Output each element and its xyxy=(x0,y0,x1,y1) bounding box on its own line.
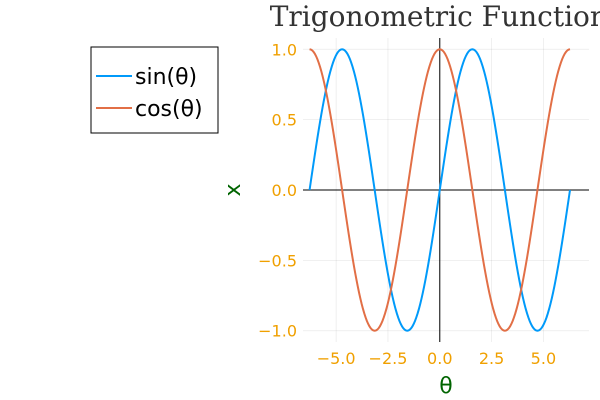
y-axis-label: x xyxy=(221,183,246,196)
x-tick-label: 0.0 xyxy=(427,349,452,368)
legend-label-sin: sin(θ) xyxy=(135,65,197,90)
y-tick-label: −0.5 xyxy=(258,251,297,270)
series-lines xyxy=(308,48,571,332)
x-tick-label: −2.5 xyxy=(369,349,408,368)
legend-box xyxy=(90,46,219,134)
legend-label-cos: cos(θ) xyxy=(135,97,203,122)
y-tick-label: −1.0 xyxy=(258,322,297,341)
x-tick-label: −5.0 xyxy=(317,349,356,368)
x-tick-labels: −5.0 −2.5 0.0 2.5 5.0 xyxy=(317,349,556,368)
x-tick-label: 2.5 xyxy=(479,349,504,368)
y-tick-label: 1.0 xyxy=(272,40,297,59)
zero-axes xyxy=(303,38,589,342)
series-line-sin xyxy=(308,48,571,332)
y-tick-label: 0.0 xyxy=(272,181,297,200)
y-tick-label: 0.5 xyxy=(272,111,297,130)
y-tick-labels: −1.0 −0.5 0.0 0.5 1.0 xyxy=(258,40,297,340)
x-tick-label: 5.0 xyxy=(531,349,556,368)
x-axis-label: θ xyxy=(439,374,452,399)
series-line-cos xyxy=(309,48,571,332)
chart-title: Trigonometric Functions xyxy=(270,0,600,33)
legend: sin(θ) cos(θ) xyxy=(90,46,219,134)
